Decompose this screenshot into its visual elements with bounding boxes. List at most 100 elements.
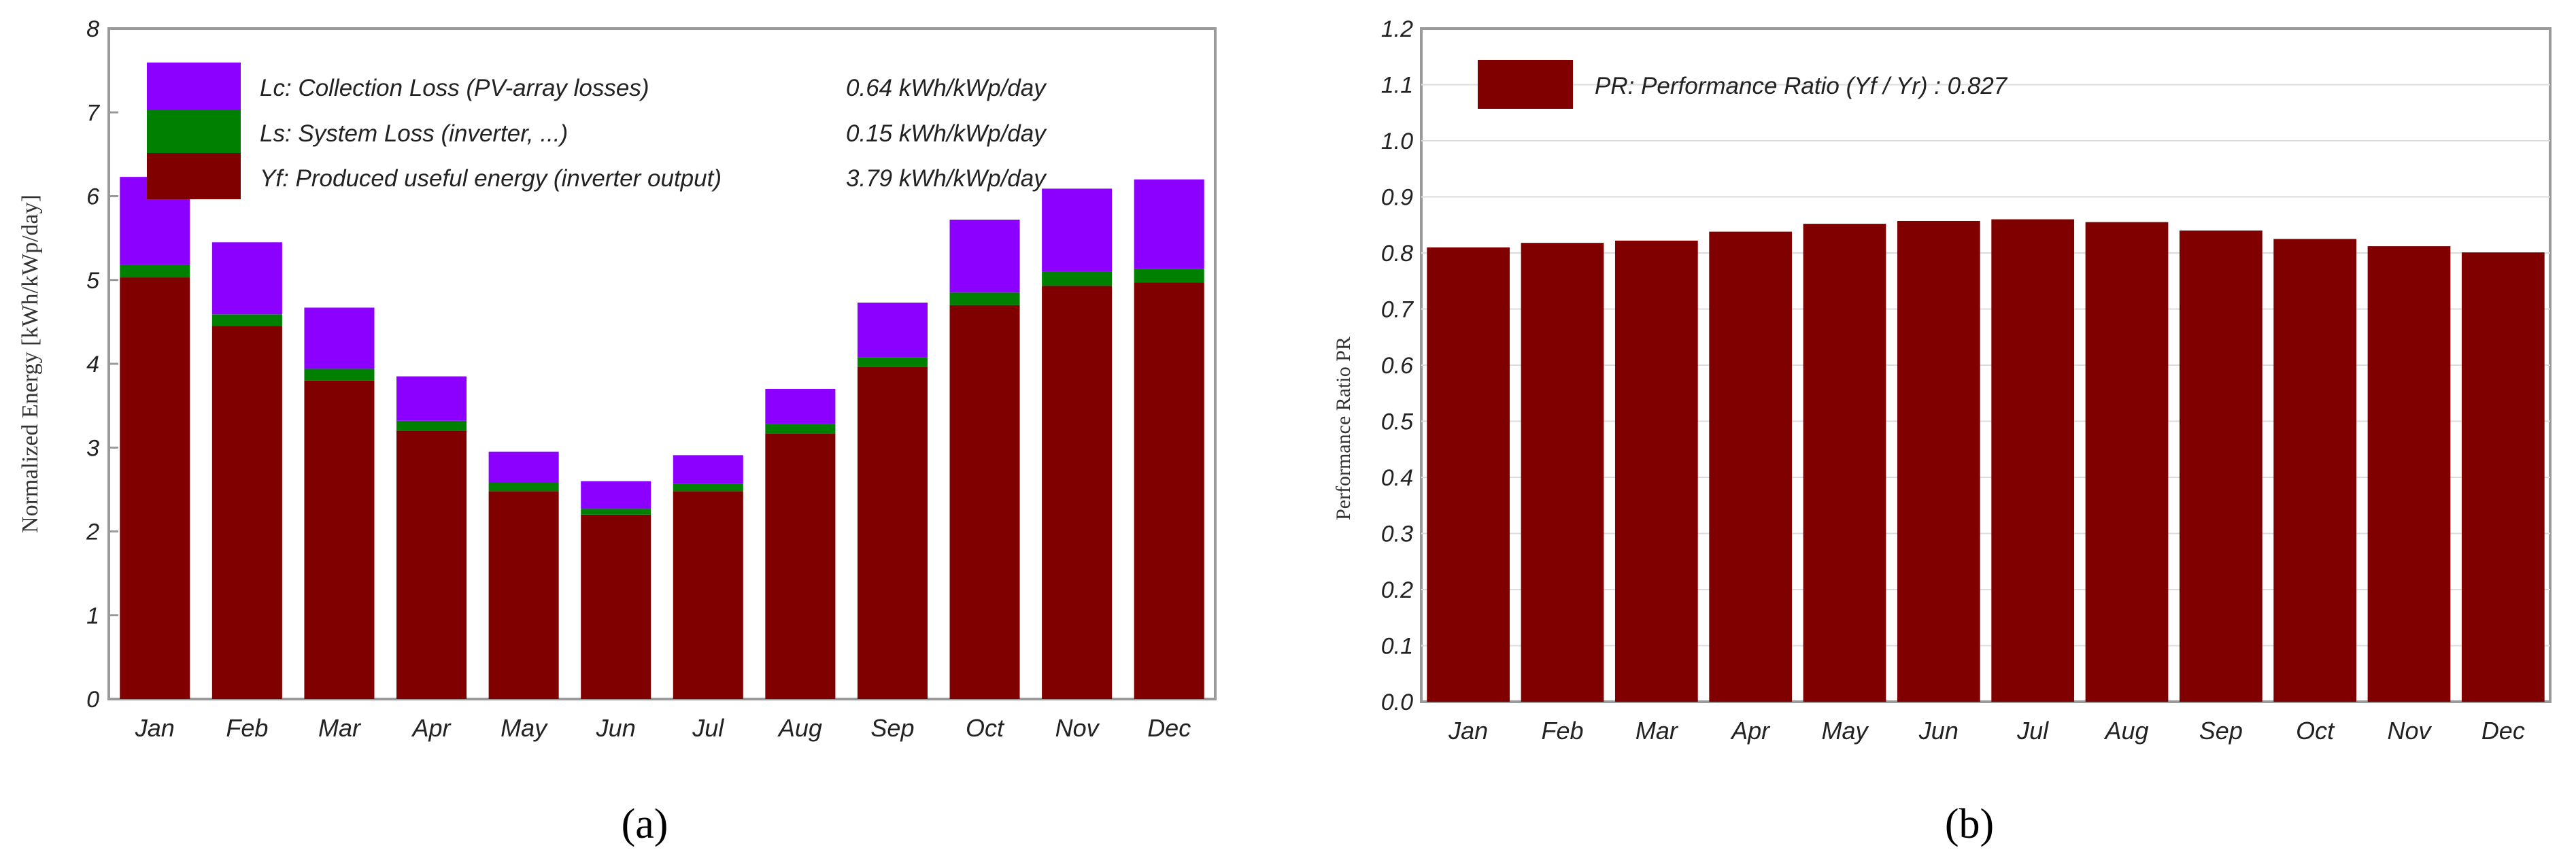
x-tick-label: Feb xyxy=(1541,717,1583,745)
x-tick-label: Apr xyxy=(411,714,452,742)
legend-swatch-lc xyxy=(147,63,241,114)
y-tick-label: 0.3 xyxy=(1381,522,1413,547)
bar-ls-oct xyxy=(949,292,1020,305)
x-tick-label: Oct xyxy=(966,714,1005,742)
y-tick-label: 0.7 xyxy=(1381,297,1414,323)
y-tick-label: 1 xyxy=(86,603,99,629)
bar-ls-apr xyxy=(396,420,467,431)
legend-value-ls: 0.15 kWh/kWp/day xyxy=(846,120,1047,147)
bar-lc-feb xyxy=(211,242,282,315)
y-axis-label-a: Normalized Energy [kWh/kWp/day] xyxy=(18,194,43,533)
x-tick-label: Oct xyxy=(2296,717,2335,745)
bar-lc-sep xyxy=(857,303,928,358)
y-tick-label: 3 xyxy=(86,435,99,461)
bar-pr-nov xyxy=(2367,246,2451,702)
y-tick-label: 7 xyxy=(86,100,100,126)
bar-yf-sep xyxy=(857,367,928,699)
legend-swatch-pr xyxy=(1478,60,1573,109)
bars-b xyxy=(1427,219,2545,702)
bar-ls-sep xyxy=(857,357,928,367)
bar-pr-may xyxy=(1803,224,1886,702)
y-axis-label-b: Performance Ratio PR xyxy=(1332,337,1355,520)
bar-ls-jun xyxy=(581,509,651,515)
x-tick-label: Nov xyxy=(1055,714,1100,742)
y-tick-label: 0.9 xyxy=(1381,185,1413,211)
bar-yf-nov xyxy=(1042,286,1113,699)
x-ticks-b: Jan Feb Mar Apr May Jun Jul Aug Sep Oct Nov Dec xyxy=(1448,717,2525,745)
x-tick-label: Jan xyxy=(135,714,175,742)
y-tick-label: 0.1 xyxy=(1381,634,1413,660)
x-tick-label: Jan xyxy=(1448,717,1488,745)
bar-ls-nov xyxy=(1042,271,1113,286)
bar-ls-jan xyxy=(120,265,190,278)
bar-pr-aug xyxy=(2085,222,2169,702)
x-tick-label: Mar xyxy=(318,714,362,742)
y-tick-label: 0.5 xyxy=(1381,409,1413,435)
x-tick-label: Nov xyxy=(2387,717,2432,745)
bar-yf-dec xyxy=(1134,282,1204,699)
x-tick-label: Apr xyxy=(1730,717,1771,745)
bar-yf-may xyxy=(488,491,559,699)
x-tick-label: May xyxy=(1821,717,1869,745)
bar-yf-jul xyxy=(673,491,743,699)
bar-pr-apr xyxy=(1709,231,1793,702)
x-tick-label: Sep xyxy=(2199,717,2243,745)
bar-ls-mar xyxy=(304,369,375,381)
bar-ls-feb xyxy=(211,314,282,326)
y-tick-label: 0.6 xyxy=(1381,353,1413,379)
legend-label-pr: PR: Performance Ratio (Yf / Yr) : 0.827 xyxy=(1595,73,2008,99)
y-tick-label: 0.4 xyxy=(1381,465,1413,491)
y-tick-label: 4 xyxy=(86,352,99,377)
x-tick-label: Jul xyxy=(692,714,724,742)
bar-yf-oct xyxy=(949,305,1020,700)
bar-lc-apr xyxy=(396,376,467,421)
gridlines-b xyxy=(1421,84,2550,647)
y-tick-label: 1.1 xyxy=(1381,73,1413,99)
bar-yf-mar xyxy=(304,380,375,699)
bar-pr-jan xyxy=(1427,247,1510,702)
bar-ls-aug xyxy=(765,424,836,434)
x-tick-label: Mar xyxy=(1636,717,1679,745)
bar-yf-jun xyxy=(581,514,651,699)
plot-frame-a xyxy=(107,27,1217,700)
bar-pr-mar xyxy=(1614,240,1698,702)
bar-pr-oct xyxy=(2273,239,2357,702)
bar-lc-dec xyxy=(1134,179,1204,269)
bar-lc-aug xyxy=(765,388,836,424)
bar-pr-feb xyxy=(1521,243,1604,702)
x-ticks-a: Jan Feb Mar Apr May Jun Jul Aug Sep Oct Nov Dec xyxy=(135,714,1191,742)
legend-label-yf: Yf: Produced useful energy (inverter out… xyxy=(260,165,722,192)
bar-lc-jun xyxy=(581,481,651,509)
bar-yf-feb xyxy=(211,326,282,700)
bar-yf-jan xyxy=(120,277,190,699)
bar-pr-jul xyxy=(1991,219,2075,702)
y-tick-label: 2 xyxy=(86,520,99,545)
bar-pr-sep xyxy=(2179,231,2263,702)
caption-a: (a) xyxy=(622,801,668,847)
bar-pr-jun xyxy=(1897,220,1980,702)
legend-label-lc: Lc: Collection Loss (PV-array losses) xyxy=(260,75,649,101)
bar-lc-mar xyxy=(304,307,375,369)
x-tick-label: May xyxy=(501,714,548,742)
x-tick-label: Aug xyxy=(2103,717,2148,745)
y-tick-label: 1.0 xyxy=(1381,129,1413,154)
y-ticks-a: 0 1 2 3 4 5 6 7 8 xyxy=(86,16,100,713)
y-tick-label: 6 xyxy=(86,184,99,210)
y-tick-label: 5 xyxy=(86,268,99,294)
bar-ls-may xyxy=(488,483,559,492)
bar-yf-aug xyxy=(765,433,836,699)
y-tick-label: 0.0 xyxy=(1381,690,1413,715)
legend-b: PR: Performance Ratio (Yf / Yr) : 0.827 xyxy=(1478,60,2008,109)
y-tick-label: 1.2 xyxy=(1381,16,1413,42)
chart-b: 0.00.10.20.30.40.50.60.70.80.91.01.11.2 … xyxy=(1332,16,2552,847)
x-tick-label: Jun xyxy=(596,714,636,742)
x-tick-label: Feb xyxy=(226,714,268,742)
x-tick-label: Jun xyxy=(1918,717,1959,745)
legend-a: Lc: Collection Loss (PV-array losses) Ls… xyxy=(147,63,1047,199)
x-tick-label: Dec xyxy=(1147,714,1191,742)
chart-a: 0 1 2 3 4 5 6 7 8 Jan Feb Mar Apr May Jun Jul Aug Sep Oct… xyxy=(18,16,1217,847)
bar-pr-dec xyxy=(2461,252,2545,702)
legend-swatch-ls xyxy=(147,110,241,156)
legend-value-yf: 3.79 kWh/kWp/day xyxy=(846,165,1047,192)
